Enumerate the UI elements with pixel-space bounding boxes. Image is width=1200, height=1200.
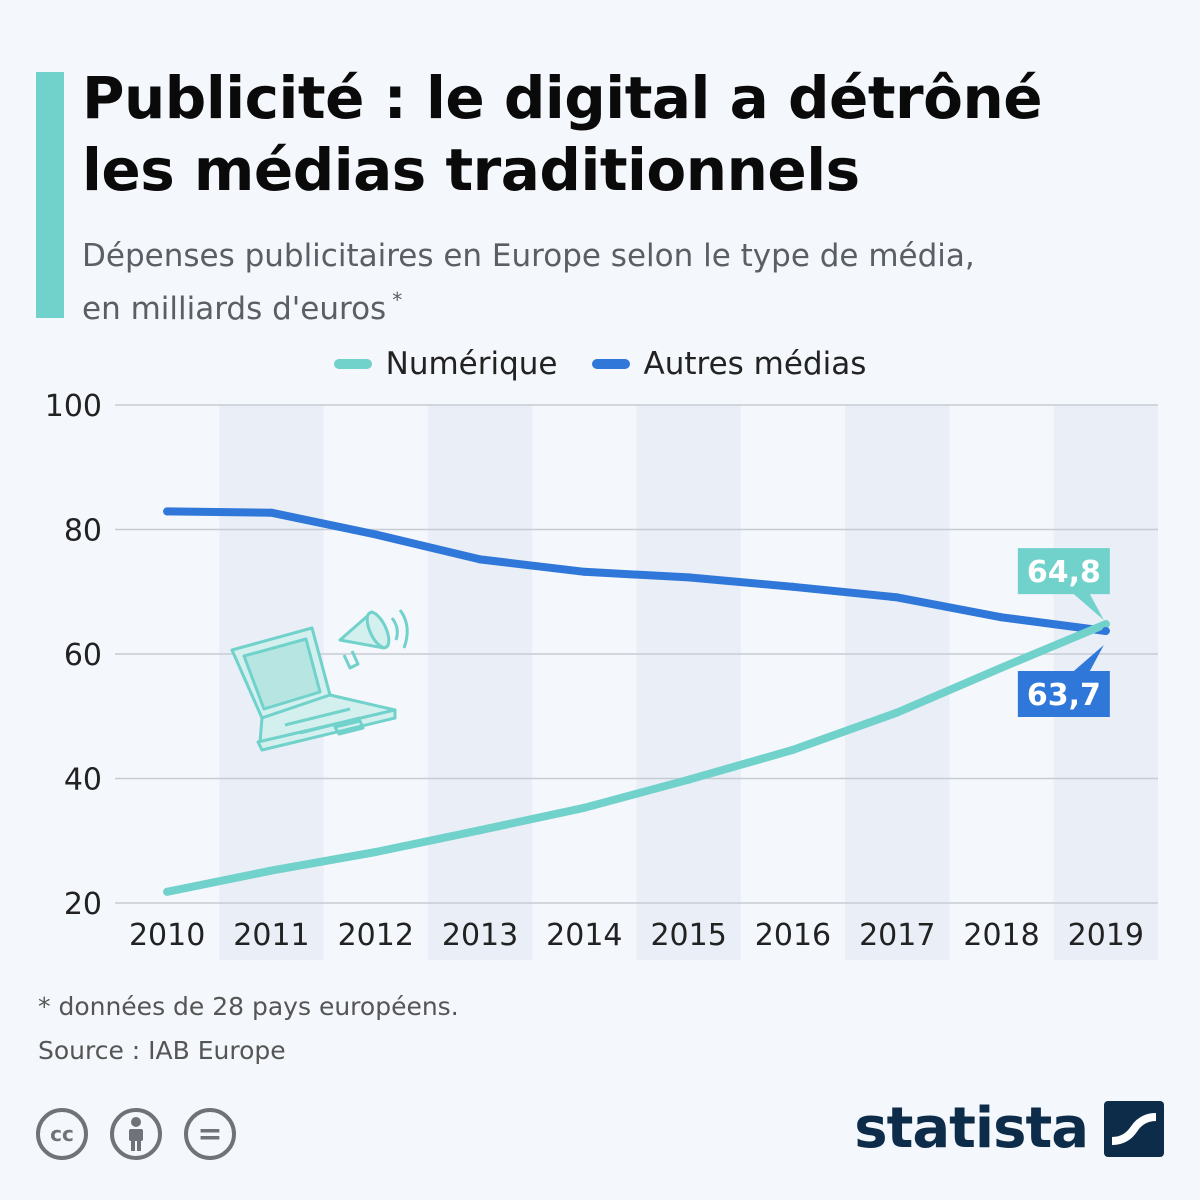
footnote: * données de 28 pays européens. xyxy=(38,992,459,1021)
data-point xyxy=(788,582,797,591)
data-point xyxy=(788,745,797,754)
megaphone-icon xyxy=(338,609,409,670)
subtitle-line-2-text: en milliards d'euros xyxy=(82,291,387,327)
line-chart: 20 40 60 80 100 2010 2011 2012 2013 2014 2015 2016… xyxy=(45,389,1158,960)
title-line-1: Publicité : le digital a détrôné xyxy=(82,64,1043,132)
x-tick-label: 2016 xyxy=(755,918,831,953)
x-tick-label: 2019 xyxy=(1068,918,1144,953)
x-tick-label: 2015 xyxy=(650,918,726,953)
legend-item-other: Autres médias xyxy=(591,346,867,382)
gridlines xyxy=(115,404,1158,904)
data-point xyxy=(163,507,172,516)
source-note: Source : IAB Europe xyxy=(38,1036,286,1065)
legend-swatch-digital xyxy=(333,359,372,369)
y-tick-label: 40 xyxy=(64,763,102,798)
x-tick-label: 2013 xyxy=(442,918,518,953)
subtitle: Dépenses publicitaires en Europe selon l… xyxy=(82,234,1182,331)
y-axis-labels: 20 40 60 80 100 xyxy=(45,389,102,922)
license-icons: cc = xyxy=(36,1108,236,1160)
legend-swatch-other xyxy=(591,359,630,369)
data-point xyxy=(267,866,276,875)
title-line-2: les médias traditionnels xyxy=(82,136,860,204)
column-stripe xyxy=(427,405,533,960)
data-point xyxy=(580,567,589,576)
x-tick-label: 2012 xyxy=(338,918,414,953)
subtitle-line-1: Dépenses publicitaires en Europe selon l… xyxy=(82,238,975,274)
brand[interactable]: statista xyxy=(854,1096,1164,1161)
column-stripe xyxy=(636,405,741,960)
illustration xyxy=(230,609,409,752)
column-stripes xyxy=(219,405,1158,960)
person-icon xyxy=(129,1117,143,1151)
data-label-other-2019: 63,7 xyxy=(1027,678,1101,713)
data-point xyxy=(1101,620,1110,629)
brand-name: statista xyxy=(854,1096,1089,1161)
laptop-icon xyxy=(230,626,397,752)
chart-legend: Numérique Autres médias xyxy=(0,346,1200,382)
data-point xyxy=(893,593,902,602)
data-point xyxy=(476,555,485,564)
subtitle-line-2: en milliards d'euros * xyxy=(82,278,1182,331)
callout-digital-box xyxy=(1017,548,1110,621)
y-tick-label: 80 xyxy=(64,514,102,549)
x-tick-label: 2011 xyxy=(233,918,309,953)
no-derivatives-icon[interactable]: = xyxy=(184,1108,236,1160)
data-label-digital-2019: 64,8 xyxy=(1027,555,1101,590)
data-point xyxy=(684,775,693,784)
data-point xyxy=(476,826,485,835)
callout-digital: 64,8 xyxy=(1017,548,1110,621)
data-point xyxy=(580,803,589,812)
y-tick-label: 20 xyxy=(64,887,102,922)
x-tick-label: 2014 xyxy=(546,918,622,953)
page-title: Publicité : le digital a détrôné les méd… xyxy=(82,62,1182,206)
data-point xyxy=(163,887,172,896)
accent-bar xyxy=(36,72,64,318)
legend-item-digital: Numérique xyxy=(333,346,558,382)
data-point xyxy=(893,708,902,717)
attribution-icon[interactable] xyxy=(110,1108,162,1160)
data-point xyxy=(1101,626,1110,635)
legend-label-digital: Numérique xyxy=(385,346,558,382)
callout-other: 63,7 xyxy=(1017,644,1110,717)
data-point xyxy=(997,613,1006,622)
data-points xyxy=(163,507,1110,896)
subtitle-asterisk: * xyxy=(392,288,403,312)
x-tick-label: 2010 xyxy=(129,918,205,953)
data-point xyxy=(267,508,276,517)
legend-label-other: Autres médias xyxy=(643,346,867,382)
data-point xyxy=(371,847,380,856)
column-stripe xyxy=(845,405,950,960)
y-tick-label: 100 xyxy=(45,389,102,424)
series-line-other xyxy=(163,507,1110,635)
series-line-digital xyxy=(163,620,1110,896)
y-tick-label: 60 xyxy=(64,638,102,673)
cc-icon[interactable]: cc xyxy=(36,1108,88,1160)
data-point xyxy=(684,573,693,582)
x-axis-labels: 2010 2011 2012 2013 2014 2015 2016 2017 2018 2019 xyxy=(129,918,1144,953)
x-tick-label: 2017 xyxy=(859,918,935,953)
data-point xyxy=(371,530,380,539)
statista-logo-icon xyxy=(1104,1100,1164,1157)
callout-other-box xyxy=(1017,644,1110,717)
data-point xyxy=(997,663,1006,672)
x-tick-label: 2018 xyxy=(963,918,1039,953)
